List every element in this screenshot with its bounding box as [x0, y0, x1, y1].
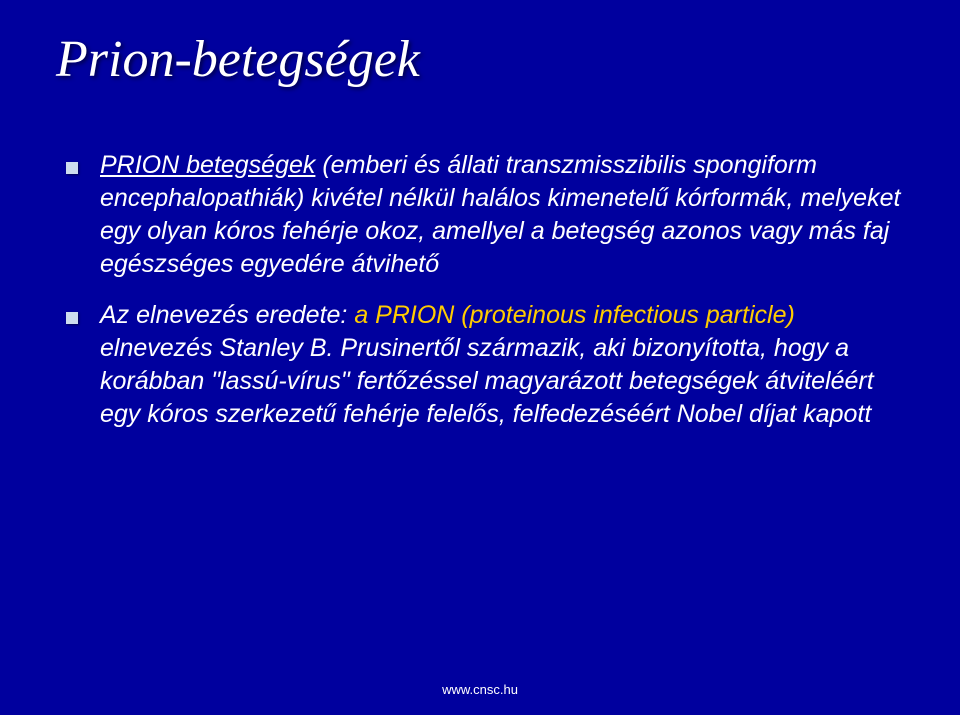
footer-url: www.cnsc.hu [0, 682, 960, 697]
slide: Prion-betegségek PRION betegségek (ember… [0, 0, 960, 715]
bullet-item: Az elnevezés eredete: a PRION (proteinou… [66, 299, 912, 431]
bullet-text: Az elnevezés eredete: a PRION (proteinou… [100, 301, 874, 428]
bullet-item: PRION betegségek (emberi és állati trans… [66, 149, 912, 281]
bullet-text: PRION betegségek (emberi és állati trans… [100, 151, 900, 278]
slide-title: Prion-betegségek [56, 30, 912, 89]
bullet-accent: a PRION (proteinous infectious particle) [354, 301, 794, 329]
bullet-plain-after: elnevezés Stanley B. Prusinertől származ… [100, 334, 874, 428]
bullet-lead-underlined: PRION betegségek [100, 151, 315, 179]
bullet-plain-before: Az elnevezés eredete: [100, 301, 354, 329]
bullet-list: PRION betegségek (emberi és állati trans… [48, 149, 912, 431]
